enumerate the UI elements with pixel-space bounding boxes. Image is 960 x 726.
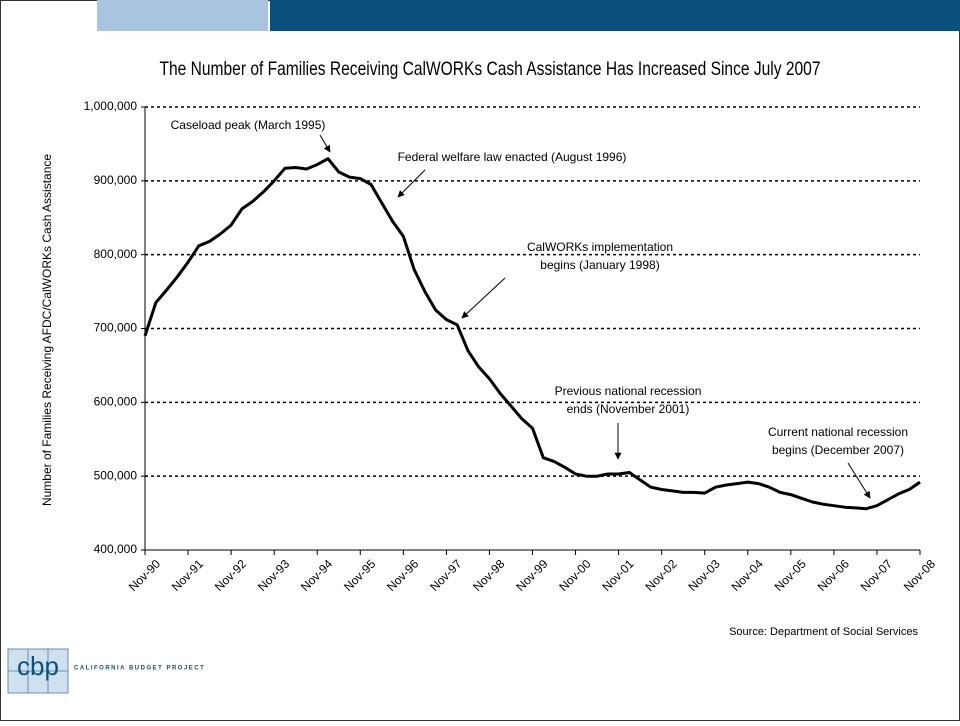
header-bar-dark	[270, 0, 960, 31]
y-tick-label: 1,000,000	[84, 99, 138, 113]
series-line	[143, 157, 921, 511]
y-tick-label: 500,000	[94, 468, 138, 482]
annotation: begins (December 2007)	[772, 443, 904, 457]
annotation: Caseload peak (March 1995)	[171, 118, 326, 132]
logo: cbp CALIFORNIA BUDGET PROJECT	[7, 648, 205, 694]
annotation: Federal welfare law enacted (August 1996…	[398, 150, 627, 164]
annotation: Previous national recession	[555, 384, 702, 398]
logo-name: CALIFORNIA BUDGET PROJECT	[74, 666, 205, 672]
annotation: CalWORKs implementation	[527, 240, 673, 254]
annotation: Current national recession	[768, 425, 908, 439]
annotation: begins (January 1998)	[540, 258, 659, 272]
chart-title: The Number of Families Receiving CalWORK…	[160, 58, 821, 80]
arrow	[847, 462, 871, 499]
arrow	[397, 169, 426, 198]
y-tick-label: 900,000	[94, 173, 138, 187]
header-bar-light	[97, 0, 268, 31]
arrow	[319, 134, 331, 153]
annotation: ends (November 2001)	[567, 402, 690, 416]
arrow	[461, 277, 506, 319]
y-axis-label: Number of Families Receiving AFDC/CalWOR…	[40, 154, 54, 506]
logo-mark: cbp	[17, 651, 59, 681]
y-tick-label: 700,000	[94, 321, 138, 335]
y-tick-label: 800,000	[94, 247, 138, 261]
source: Source: Department of Social Services	[729, 626, 918, 638]
annotation-arrows	[319, 134, 871, 499]
y-tick-label: 600,000	[94, 395, 138, 409]
y-tick-label: 400,000	[94, 542, 138, 556]
